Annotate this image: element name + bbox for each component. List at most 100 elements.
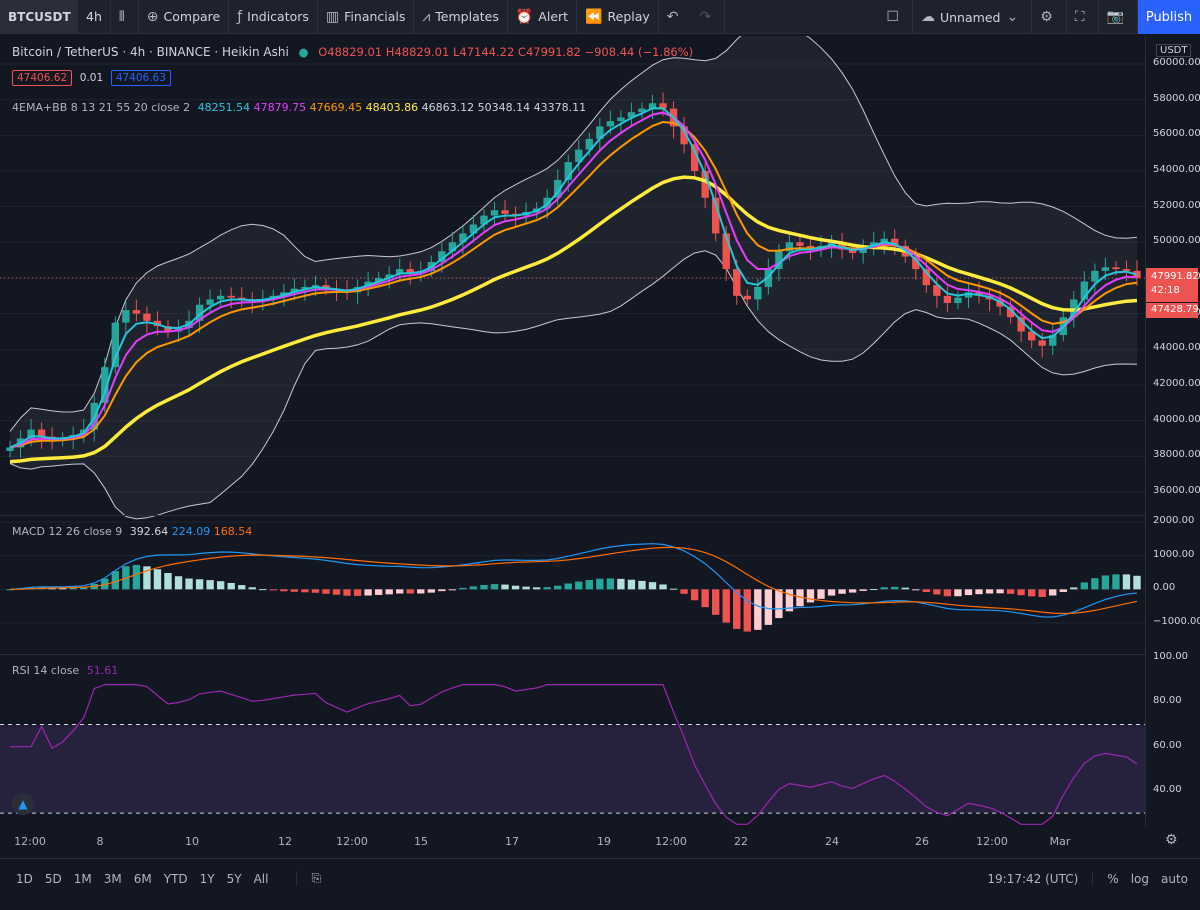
price-axis[interactable]: USDT (1145, 36, 1200, 826)
replay-button[interactable]: ⏪ Replay (577, 0, 659, 34)
macd-hist-bar (322, 589, 330, 594)
settings-button[interactable]: ⚙ (1032, 0, 1067, 34)
series-title: Bitcoin / TetherUS · 4h · BINANCE · Heik… (12, 45, 289, 59)
bollinger-bands (9, 36, 1138, 520)
macd-hist-bar (733, 589, 741, 629)
macd-hist-bar (459, 587, 467, 590)
chart-style-button[interactable]: ⫴ (111, 0, 139, 34)
gear-icon: ⚙ (1040, 9, 1053, 25)
goto-date-button[interactable]: ⎘ (296, 871, 327, 886)
financials-label: Financials (344, 9, 406, 24)
compare-button[interactable]: ⊕ Compare (139, 0, 230, 34)
bb-lower-line (9, 250, 1138, 520)
price-tick-label: 52000.00 (1153, 199, 1200, 211)
templates-button[interactable]: ⩘ Templates (414, 0, 508, 34)
pane-separator[interactable] (0, 515, 1145, 516)
alert-label: Alert (538, 9, 569, 24)
log-scale-button[interactable]: log (1130, 871, 1149, 886)
sell-price-button[interactable]: 47406.62 (12, 70, 73, 86)
utc-clock[interactable]: 19:17:42 (UTC) (987, 871, 1079, 886)
time-tick-label: 12:00 (655, 835, 687, 848)
range-1m-button[interactable]: 1M (73, 871, 92, 886)
candles (6, 92, 1141, 458)
undo-button[interactable]: ↶ (659, 0, 692, 34)
range-5d-button[interactable]: 5D (44, 871, 62, 886)
currency-label[interactable]: USDT (1156, 44, 1192, 57)
macd-hist-bar (269, 589, 278, 591)
range-1d-button[interactable]: 1D (16, 871, 33, 886)
time-tick-label: 12 (278, 835, 292, 848)
tv-logo-icon[interactable]: ▲ (12, 793, 34, 815)
macd-hist-bar (754, 589, 762, 630)
main-legend: Bitcoin / TetherUS · 4h · BINANCE · Heik… (12, 45, 693, 59)
rsi-tick-label: 40.00 (1153, 784, 1182, 795)
macd-hist-bar (690, 589, 699, 601)
range-all-button[interactable]: All (253, 871, 269, 886)
range-3m-button[interactable]: 3M (103, 871, 122, 886)
macd-hist-bar (627, 579, 636, 590)
fullscreen-button[interactable]: ⛶ (1067, 0, 1099, 34)
range-6m-button[interactable]: 6M (133, 871, 152, 886)
percent-scale-button[interactable]: % (1092, 871, 1124, 886)
macd-hist-bar (1070, 587, 1078, 590)
financials-button[interactable]: ▥ Financials (318, 0, 415, 34)
candle-body (954, 297, 962, 303)
range-5y-button[interactable]: 5Y (226, 871, 242, 886)
indicators-button[interactable]: ƒ Indicators (229, 0, 318, 34)
candle-body (459, 233, 467, 243)
candle-body (280, 292, 288, 296)
rewind-icon: ⏪ (585, 8, 603, 25)
candle-body (322, 285, 330, 289)
macd-hist-bar (912, 589, 920, 591)
candle-body (396, 269, 404, 275)
candle-body (101, 367, 109, 403)
macd-hist-bar (954, 589, 962, 597)
bb-upper-value: 50348.14 (477, 101, 531, 114)
price-tick-label: 58000.00 (1153, 92, 1200, 104)
bar-countdown-label: 42:18 (1151, 285, 1180, 296)
macd-hist-bar (596, 578, 604, 590)
macd-hist-bar (827, 589, 836, 596)
alarm-clock-icon: ⏰ (515, 8, 534, 25)
macd-hist-bar (374, 589, 383, 595)
candle-body (206, 299, 214, 305)
square-icon: ☐ (886, 9, 899, 25)
macd-tick-label: −1000.00 (1153, 616, 1200, 627)
interval-label: 4h (86, 9, 102, 24)
candle-body (859, 247, 867, 254)
publish-button[interactable]: Publish (1138, 0, 1200, 34)
auto-scale-button[interactable]: auto (1160, 871, 1188, 886)
snapshot-button[interactable]: 📷 (1099, 0, 1138, 34)
axis-settings-button[interactable]: ⚙ (1165, 832, 1178, 848)
macd-hist-bar (1091, 578, 1099, 590)
macd-hist-bar (680, 589, 688, 594)
bb-basis-value: 46863.12 (421, 101, 475, 114)
buy-price-button[interactable]: 47406.63 (110, 70, 171, 86)
fullscreen-box-button[interactable]: ☐ (878, 0, 913, 34)
rsi-band (0, 724, 1145, 814)
price-chart[interactable] (0, 36, 1145, 826)
time-tick-label: 10 (185, 835, 199, 848)
macd-hist-bar (1017, 589, 1025, 596)
alert-button[interactable]: ⏰ Alert (508, 0, 578, 34)
candle-body (838, 242, 846, 250)
macd-hist-bar (817, 589, 825, 599)
layout-name-label: Unnamed (939, 9, 1001, 25)
time-tick-label: 8 (96, 835, 104, 848)
range-1y-button[interactable]: 1Y (199, 871, 215, 886)
candle-body (1091, 270, 1099, 282)
time-axis[interactable]: 12:00 8 10 12 12:00 15 17 19 12:00 22 24 26 12:00 Mar (0, 826, 1145, 858)
symbol-search-button[interactable]: BTCUSDT (0, 0, 78, 34)
candle-body (37, 429, 46, 437)
replay-label: Replay (607, 9, 650, 24)
layout-menu-button[interactable]: ☁ Unnamed ⌄ (913, 0, 1033, 34)
macd-hist-bar (406, 589, 414, 594)
macd-hist-bar (606, 578, 615, 590)
candle-body (701, 171, 709, 198)
range-ytd-button[interactable]: YTD (163, 871, 188, 886)
redo-button[interactable]: ↷ (692, 0, 726, 34)
candle-body (943, 295, 952, 303)
macd-hist-bar (101, 578, 109, 590)
interval-button[interactable]: 4h (78, 0, 111, 34)
pane-separator[interactable] (0, 654, 1145, 655)
